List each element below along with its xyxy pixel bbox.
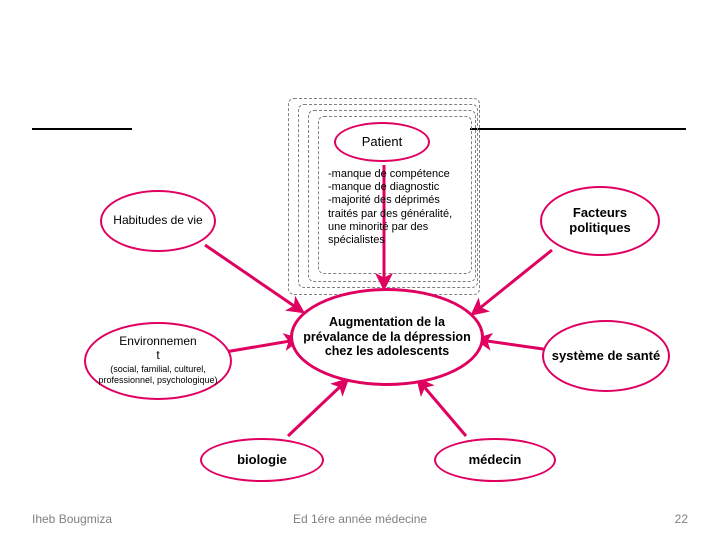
arrow-biologie-center — [288, 382, 345, 436]
arrow-environnement-center — [225, 340, 296, 352]
node-environnement: Environnement (social, familial, culture… — [84, 322, 232, 400]
node-medecin: médecin — [434, 438, 556, 482]
arrow-medecin-center — [420, 382, 466, 436]
node-systeme-label: système de santé — [548, 347, 664, 366]
footer-page-number: 22 — [675, 512, 688, 526]
node-biologie-label: biologie — [233, 451, 291, 470]
arrow-habitudes-center — [205, 245, 300, 310]
node-environnement-label: Environnement (social, familial, culture… — [86, 333, 230, 389]
node-center-label: Augmentation de la prévalance de la dépr… — [293, 313, 481, 360]
node-patient: Patient — [334, 122, 430, 162]
node-patient-label: Patient — [358, 133, 406, 152]
slide: -manque de compétence-manque de diagnost… — [0, 0, 720, 540]
node-medecin-label: médecin — [465, 451, 526, 470]
node-facteurs-label: Facteurs politiques — [542, 204, 658, 238]
arrow-systeme-center — [480, 340, 550, 350]
node-habitudes-label: Habitudes de vie — [109, 212, 206, 230]
arrows-layer — [0, 0, 720, 540]
manque-text: -manque de compétence-manque de diagnost… — [328, 168, 452, 247]
node-systeme: système de santé — [542, 320, 670, 392]
node-center: Augmentation de la prévalance de la dépr… — [290, 288, 484, 386]
arrow-facteurs-center — [475, 250, 552, 312]
node-biologie: biologie — [200, 438, 324, 482]
node-habitudes: Habitudes de vie — [100, 190, 216, 252]
footer-title: Ed 1ére année médecine — [0, 512, 720, 526]
node-facteurs: Facteurs politiques — [540, 186, 660, 256]
